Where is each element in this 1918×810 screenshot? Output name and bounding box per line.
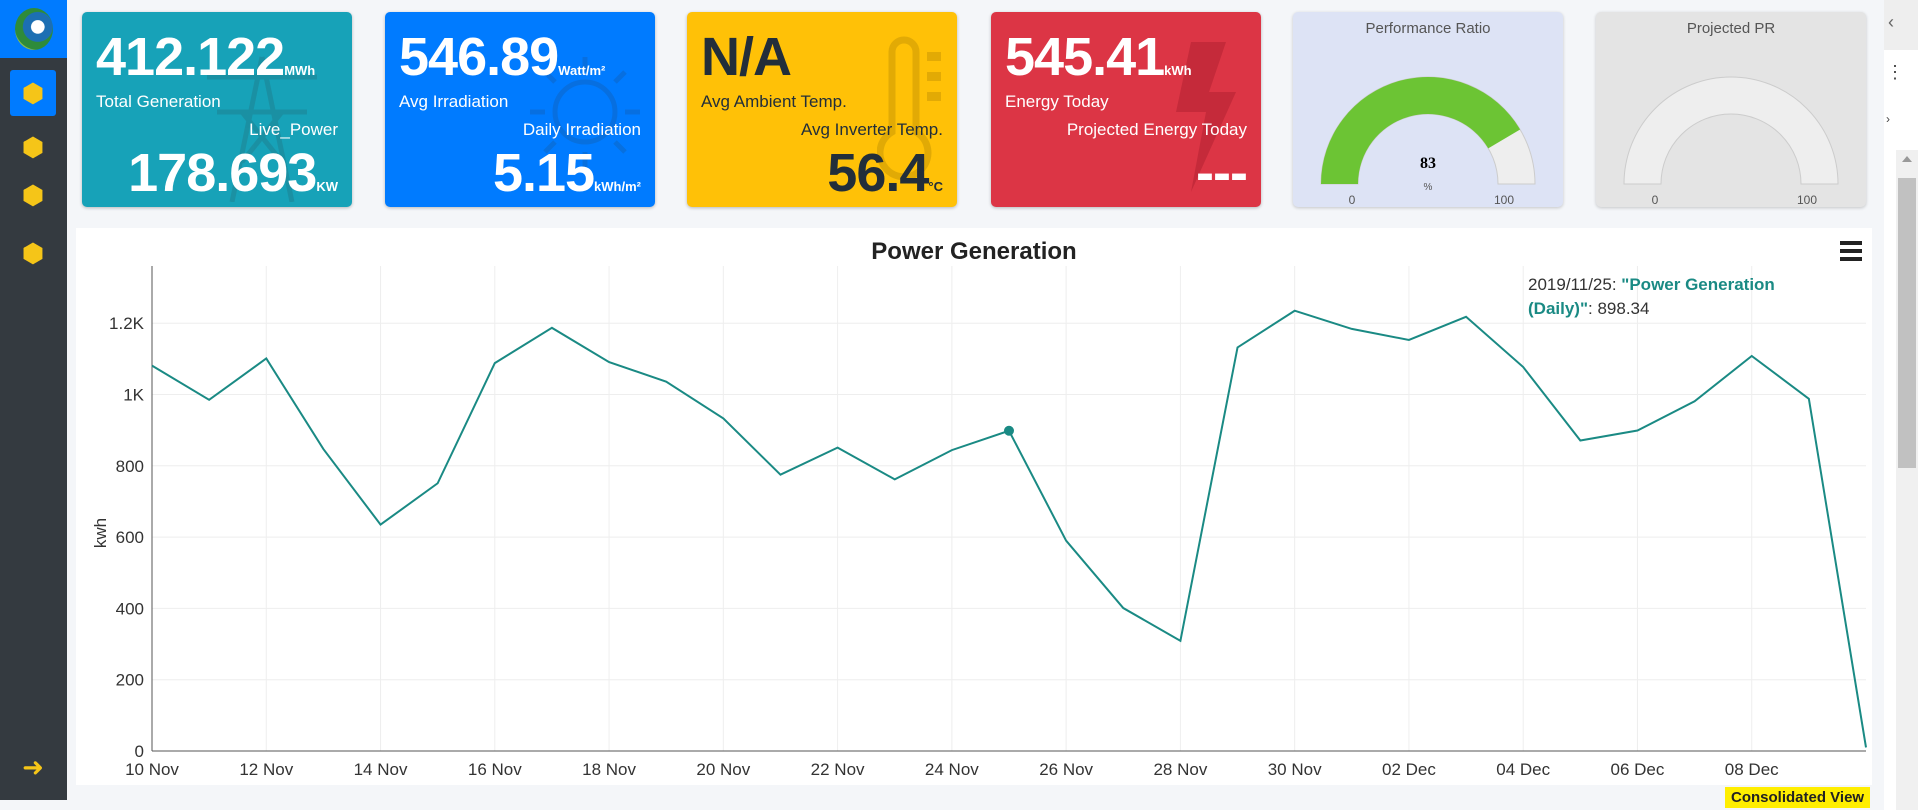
projected-energy-value: --- — [1196, 143, 1248, 203]
tooltip-value: : 898.34 — [1588, 299, 1649, 318]
tooltip-series: "Power Generation — [1621, 275, 1775, 294]
total-generation-label: Total Generation — [96, 92, 221, 111]
x-tick-label: 18 Nov — [582, 760, 636, 779]
y-tick-label: 0 — [135, 742, 144, 761]
temperature-card: N/A Avg Ambient Temp. Avg Inverter Temp.… — [687, 12, 957, 207]
daily-irradiation-value: 5.15kWh/m² — [492, 143, 641, 203]
x-tick-label: 28 Nov — [1153, 760, 1207, 779]
avg-ambient-temp-value: N/A — [701, 27, 792, 87]
performance-ratio-card: Performance Ratio 83 % 0 100 — [1293, 12, 1563, 207]
performance-ratio-gauge: 83 % 0 100 — [1320, 76, 1536, 207]
gauge-unit: % — [1424, 182, 1433, 193]
sidebar-item-cube-2[interactable]: ⬢ — [10, 172, 56, 218]
gauge-track — [1623, 76, 1839, 185]
chart-menu-button[interactable] — [1840, 241, 1862, 261]
y-tick-label: 400 — [116, 599, 144, 618]
app-logo[interactable] — [0, 0, 67, 58]
consolidated-view-button[interactable]: Consolidated View — [1725, 787, 1871, 808]
y-tick-label: 1K — [123, 386, 144, 405]
projected-pr-gauge: 0 100 — [1623, 76, 1839, 207]
cube-icon: ⬢ — [21, 237, 45, 268]
energy-today-label: Energy Today — [1005, 92, 1109, 111]
hamburger-icon — [1840, 241, 1862, 245]
x-tick-label: 10 Nov — [125, 760, 179, 779]
total-generation-value: 412.122MWh — [96, 27, 316, 87]
gauge-value: 83 — [1420, 155, 1436, 172]
energy-today-value: 545.41kWh — [1005, 27, 1192, 87]
series-line — [151, 309, 1867, 748]
scroll-up-icon[interactable] — [1902, 156, 1912, 162]
live-power-label: Live_Power — [249, 120, 338, 139]
logout-button[interactable]: ➜ — [10, 744, 56, 790]
chart-title: Power Generation — [871, 238, 1076, 265]
x-tick-label: 16 Nov — [468, 760, 522, 779]
sidebar: ⬢ ⬢ ⬢ ⬢ ➜ — [0, 0, 67, 800]
x-tick-label: 04 Dec — [1496, 760, 1550, 779]
sidebar-item-cube-3[interactable]: ⬢ — [10, 230, 56, 276]
energy-today-card: 545.41kWh Energy Today Projected Energy … — [991, 12, 1261, 207]
irradiation-card: 546.89Watt/m² Avg Irradiation Daily Irra… — [385, 12, 655, 207]
cubes-icon: ⬢ — [21, 77, 45, 108]
y-tick-label: 200 — [116, 671, 144, 690]
thermometer-icon — [877, 36, 941, 181]
logo-icon — [14, 8, 53, 50]
gauge-fill — [1321, 77, 1521, 184]
power-generation-chart: 0 200 400 600 800 1K 1.2K 10 Nov 12 Nov 14 Nov 16 … — [91, 238, 1867, 779]
x-tick-label: 06 Dec — [1611, 760, 1665, 779]
avg-ambient-temp-label: Avg Ambient Temp. — [701, 92, 847, 111]
scrollbar[interactable] — [1896, 150, 1918, 810]
power-generation-chart-panel: 0 200 400 600 800 1K 1.2K 10 Nov 12 Nov 14 Nov 16 … — [76, 228, 1872, 785]
daily-irradiation-label: Daily Irradiation — [522, 120, 641, 139]
gauge-max: 100 — [1797, 193, 1817, 207]
gauge-title: Performance Ratio — [1365, 20, 1491, 37]
right-edge-panel: ‹ ⋮ › — [1884, 0, 1918, 810]
y-axis-label: kwh — [91, 518, 110, 548]
x-tick-label: 08 Dec — [1725, 760, 1779, 779]
power-tower-icon — [207, 56, 317, 202]
live-power-value: 178.693KW — [128, 143, 338, 203]
x-tick-label: 26 Nov — [1039, 760, 1093, 779]
total-generation-card: 412.122MWh Total Generation Live_Power 1… — [82, 12, 352, 207]
cube-icon: ⬢ — [21, 179, 45, 210]
y-tick-label: 1.2K — [109, 314, 145, 333]
lightning-icon — [1176, 42, 1236, 192]
gauge-title: Projected PR — [1686, 20, 1776, 37]
y-tick-label: 800 — [116, 457, 144, 476]
x-tick-label: 12 Nov — [239, 760, 293, 779]
data-point[interactable] — [1004, 425, 1014, 436]
avg-inverter-temp-value: 56.4°C — [827, 143, 943, 203]
gauge-min: 0 — [1652, 193, 1659, 207]
projected-energy-label: Projected Energy Today — [1066, 120, 1247, 139]
x-tick-label: 30 Nov — [1268, 760, 1322, 779]
projected-pr-card: Projected PR 0 100 — [1596, 12, 1866, 207]
sun-icon — [530, 57, 640, 167]
cube-icon: ⬢ — [21, 131, 45, 162]
x-tick-label: 24 Nov — [925, 760, 979, 779]
chevron-right-icon[interactable]: › — [1886, 112, 1890, 126]
gauge-max: 100 — [1494, 193, 1514, 207]
sidebar-item-cubes[interactable]: ⬢ — [10, 70, 56, 116]
scrollbar-thumb[interactable] — [1898, 178, 1916, 468]
chart-tooltip: 2019/11/25: "Power Generation (Daily)": 8… — [1528, 275, 1775, 318]
avg-irradiation-value: 546.89Watt/m² — [399, 27, 606, 87]
avg-inverter-temp-label: Avg Inverter Temp. — [800, 120, 943, 139]
gauge-min: 0 — [1349, 193, 1356, 207]
x-tick-label: 20 Nov — [696, 760, 750, 779]
avg-irradiation-label: Avg Irradiation — [399, 92, 509, 111]
x-tick-label: 22 Nov — [811, 760, 865, 779]
tooltip-date: 2019/11/25: — [1528, 275, 1617, 294]
x-tick-label: 02 Dec — [1382, 760, 1436, 779]
y-tick-label: 600 — [116, 528, 144, 547]
kebab-menu-icon[interactable]: ⋮ — [1886, 62, 1904, 82]
collapse-chevron-icon[interactable]: ‹ — [1884, 0, 1918, 50]
x-tick-label: 14 Nov — [354, 760, 408, 779]
tooltip-series-cont: (Daily)" — [1528, 299, 1588, 318]
sign-out-icon: ➜ — [22, 751, 44, 782]
sidebar-item-cube-1[interactable]: ⬢ — [10, 124, 56, 170]
